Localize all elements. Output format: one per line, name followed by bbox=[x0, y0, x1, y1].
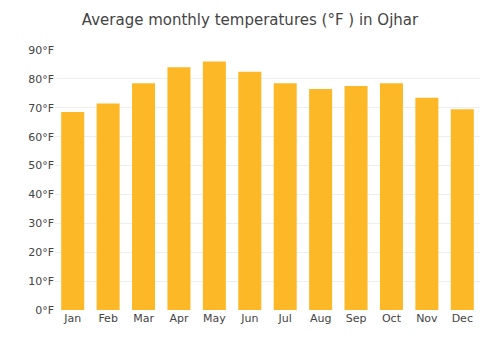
svg-text:Average monthly temperatures (: Average monthly temperatures (°F ) in Oj… bbox=[82, 11, 419, 29]
svg-text:Oct: Oct bbox=[382, 312, 402, 325]
svg-text:80°F: 80°F bbox=[28, 73, 54, 86]
svg-text:Jul: Jul bbox=[278, 312, 292, 325]
svg-text:Nov: Nov bbox=[416, 312, 438, 325]
svg-text:May: May bbox=[203, 312, 226, 325]
svg-text:10°F: 10°F bbox=[28, 275, 54, 288]
svg-text:0°F: 0°F bbox=[35, 304, 54, 317]
svg-text:Feb: Feb bbox=[98, 312, 117, 325]
svg-text:30°F: 30°F bbox=[28, 217, 54, 230]
svg-text:Aug: Aug bbox=[310, 312, 331, 325]
svg-text:60°F: 60°F bbox=[28, 131, 54, 144]
svg-text:50°F: 50°F bbox=[28, 159, 54, 172]
svg-text:40°F: 40°F bbox=[28, 188, 54, 201]
svg-text:70°F: 70°F bbox=[28, 102, 54, 115]
svg-text:Jan: Jan bbox=[63, 312, 81, 325]
svg-text:Mar: Mar bbox=[133, 312, 154, 325]
svg-text:Jun: Jun bbox=[240, 312, 258, 325]
svg-text:90°F: 90°F bbox=[28, 44, 54, 57]
svg-text:20°F: 20°F bbox=[28, 246, 54, 259]
svg-text:Apr: Apr bbox=[169, 312, 189, 325]
svg-text:Dec: Dec bbox=[452, 312, 473, 325]
svg-text:Sep: Sep bbox=[346, 312, 367, 325]
